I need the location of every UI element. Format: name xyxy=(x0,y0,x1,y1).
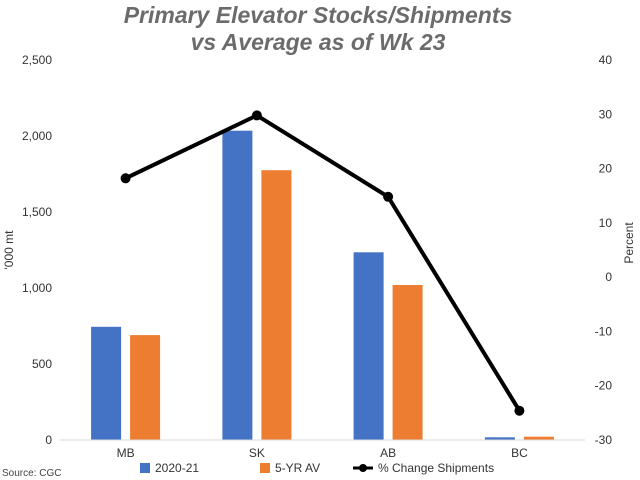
line-point-ab xyxy=(383,191,394,202)
right-tick-label: -20 xyxy=(595,379,613,393)
legend-swatch-5yr-av xyxy=(260,463,270,473)
bars-group xyxy=(91,130,554,440)
legend-label-pct-change: % Change Shipments xyxy=(378,461,494,475)
legend-label-2020-21: 2020-21 xyxy=(155,461,199,475)
right-tick-label: 10 xyxy=(599,216,613,230)
left-tick-label: 1,500 xyxy=(22,205,52,219)
legend: 2020-21 5-YR AV % Change Shipments xyxy=(140,461,494,475)
right-tick-label: -10 xyxy=(595,324,613,338)
y-axis-label: '000 mt xyxy=(2,230,16,270)
legend-label-5yr-av: 5-YR AV xyxy=(275,461,320,475)
left-tick-label: 2,000 xyxy=(22,129,52,143)
bar-2020-21-ab xyxy=(353,252,384,440)
bar-2020-21-mb xyxy=(91,326,122,440)
bar-5-yr-av-mb xyxy=(130,335,161,440)
category-labels: MB SK AB BC xyxy=(117,446,528,460)
left-tick-label: 500 xyxy=(32,357,52,371)
right-tick-label: 40 xyxy=(599,53,613,67)
legend-marker-swatch xyxy=(359,464,367,472)
y2-axis-label: Percent xyxy=(622,222,636,264)
source-note: Source: CGC xyxy=(2,468,61,479)
line-point-sk xyxy=(251,110,262,121)
legend-swatch-2020-21 xyxy=(140,463,150,473)
bar-2020-21-bc xyxy=(484,437,515,440)
right-tick-label: 30 xyxy=(599,107,613,121)
line-series-group xyxy=(120,110,525,416)
right-axis-ticks: -30 -20 -10 0 10 20 30 40 xyxy=(595,53,613,447)
bar-5-yr-av-bc xyxy=(523,436,554,440)
right-tick-label: -30 xyxy=(595,433,613,447)
category-label: MB xyxy=(117,446,135,460)
bar-5-yr-av-sk xyxy=(261,170,292,440)
left-axis-ticks: 0 500 1,000 1,500 2,000 2,500 xyxy=(22,53,52,447)
line-pct-change-shipments xyxy=(124,113,522,412)
bar-2020-21-sk xyxy=(222,130,253,440)
category-label: BC xyxy=(511,446,528,460)
line-point-bc xyxy=(514,405,525,416)
right-tick-label: 0 xyxy=(605,270,612,284)
chart-title-line-2: vs Average as of Wk 23 xyxy=(191,29,446,55)
left-tick-label: 2,500 xyxy=(22,53,52,67)
right-tick-label: 20 xyxy=(599,162,613,176)
category-label: AB xyxy=(380,446,396,460)
bar-5-yr-av-ab xyxy=(392,285,423,440)
line-point-mb xyxy=(120,173,131,184)
category-label: SK xyxy=(249,446,265,460)
chart-title-line-1: Primary Elevator Stocks/Shipments xyxy=(124,2,513,28)
left-tick-label: 0 xyxy=(45,433,52,447)
left-tick-label: 1,000 xyxy=(22,281,52,295)
